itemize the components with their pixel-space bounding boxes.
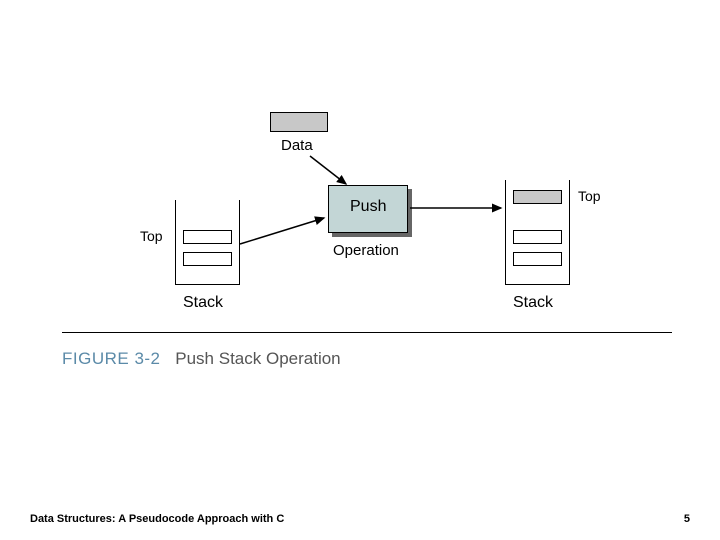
arrow-push-to-stack bbox=[0, 0, 720, 340]
footer-page-number: 5 bbox=[684, 513, 690, 525]
footer-left: Data Structures: A Pseudocode Approach w… bbox=[30, 513, 284, 525]
diagram-area: Top Stack Data Push Operation Top Stack bbox=[0, 0, 720, 340]
figure-caption: FIGURE 3-2 Push Stack Operation bbox=[62, 349, 341, 369]
figure-title: Push Stack Operation bbox=[175, 349, 340, 368]
footer: Data Structures: A Pseudocode Approach w… bbox=[30, 513, 690, 525]
figure-divider bbox=[62, 332, 672, 333]
figure-number: FIGURE 3-2 bbox=[62, 349, 161, 368]
